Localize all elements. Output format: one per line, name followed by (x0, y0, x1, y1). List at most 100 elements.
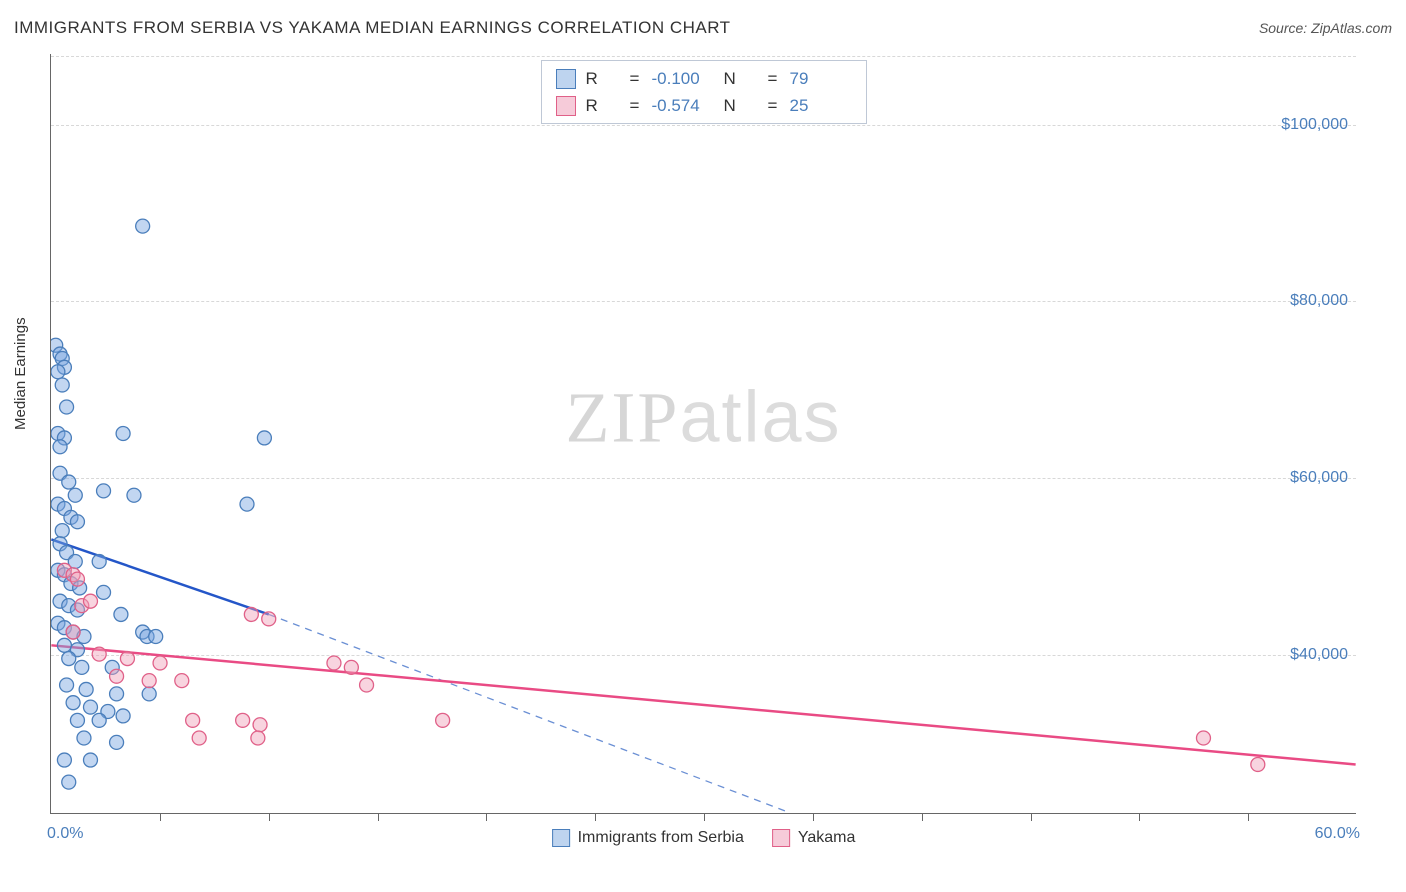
data-point (51, 365, 65, 379)
x-tick (1031, 813, 1032, 821)
data-point (73, 581, 87, 595)
data-point (62, 599, 76, 613)
source-attribution: Source: ZipAtlas.com (1259, 20, 1392, 36)
data-point (55, 351, 69, 365)
data-point (66, 568, 80, 582)
data-point (1251, 757, 1265, 771)
header: IMMIGRANTS FROM SERBIA VS YAKAMA MEDIAN … (14, 18, 1392, 38)
y-axis-label: Median Earnings (12, 317, 29, 430)
data-point (62, 475, 76, 489)
data-point (175, 674, 189, 688)
data-point (120, 652, 134, 666)
legend-item: Yakama (772, 829, 856, 847)
data-point (51, 497, 65, 511)
y-tick-label: $80,000 (1290, 292, 1348, 310)
gridline (51, 478, 1356, 479)
data-point (136, 625, 150, 639)
data-point (140, 629, 154, 643)
data-point (110, 735, 124, 749)
series-legend: Immigrants from SerbiaYakama (552, 829, 856, 847)
data-point (101, 705, 115, 719)
data-point (105, 660, 119, 674)
x-tick (704, 813, 705, 821)
x-tick (1139, 813, 1140, 821)
legend-swatch (552, 829, 570, 847)
data-point (344, 660, 358, 674)
data-point (60, 678, 74, 692)
x-tick (378, 813, 379, 821)
legend-swatch (772, 829, 790, 847)
data-point (51, 616, 65, 630)
data-point (244, 607, 258, 621)
data-point (83, 594, 97, 608)
y-tick-label: $100,000 (1281, 116, 1348, 134)
data-point (68, 554, 82, 568)
data-point (57, 502, 71, 516)
data-point (70, 713, 84, 727)
data-point (75, 660, 89, 674)
data-point (149, 629, 163, 643)
data-point (1196, 731, 1210, 745)
data-point (192, 731, 206, 745)
data-point (53, 347, 67, 361)
data-point (92, 554, 106, 568)
gridline (51, 301, 1356, 302)
x-axis-max-label: 60.0% (1315, 825, 1360, 843)
x-tick (595, 813, 596, 821)
y-tick-label: $60,000 (1290, 469, 1348, 487)
legend-swatch (556, 69, 576, 89)
data-point (257, 431, 271, 445)
data-point (51, 563, 65, 577)
data-point (142, 674, 156, 688)
data-point (262, 612, 276, 626)
x-tick (922, 813, 923, 821)
data-point (75, 599, 89, 613)
data-point (83, 753, 97, 767)
data-point (57, 431, 71, 445)
data-point (57, 360, 71, 374)
data-point (136, 219, 150, 233)
data-point (110, 669, 124, 683)
legend-row: R=-0.100N=79 (556, 65, 852, 92)
y-tick-label: $40,000 (1290, 646, 1348, 664)
data-point (97, 585, 111, 599)
x-axis-min-label: 0.0% (47, 825, 83, 843)
data-point (60, 546, 74, 560)
data-point (236, 713, 250, 727)
data-point (70, 515, 84, 529)
data-point (66, 625, 80, 639)
data-point (53, 594, 67, 608)
data-point (55, 524, 69, 538)
data-point (110, 687, 124, 701)
data-point (62, 652, 76, 666)
chart-title: IMMIGRANTS FROM SERBIA VS YAKAMA MEDIAN … (14, 18, 731, 38)
data-point (153, 656, 167, 670)
data-point (64, 577, 78, 591)
data-point (186, 713, 200, 727)
data-point (79, 682, 93, 696)
data-point (251, 731, 265, 745)
data-point (57, 621, 71, 635)
x-tick (160, 813, 161, 821)
data-point (253, 718, 267, 732)
data-point (83, 700, 97, 714)
data-point (70, 572, 84, 586)
legend-label: Yakama (798, 829, 856, 847)
data-point (92, 713, 106, 727)
data-point (57, 563, 71, 577)
data-point (66, 696, 80, 710)
data-point (360, 678, 374, 692)
watermark: ZIPatlas (565, 377, 841, 460)
data-point (116, 427, 130, 441)
data-point (114, 607, 128, 621)
plot-area: ZIPatlas $40,000$60,000$80,000$100,000 0… (50, 54, 1356, 814)
data-point (142, 687, 156, 701)
data-point (53, 537, 67, 551)
legend-swatch (556, 96, 576, 116)
data-point (77, 629, 91, 643)
legend-row: R=-0.574N=25 (556, 92, 852, 119)
data-point (51, 338, 63, 352)
data-point (53, 440, 67, 454)
gridline (51, 125, 1356, 126)
data-point (64, 510, 78, 524)
